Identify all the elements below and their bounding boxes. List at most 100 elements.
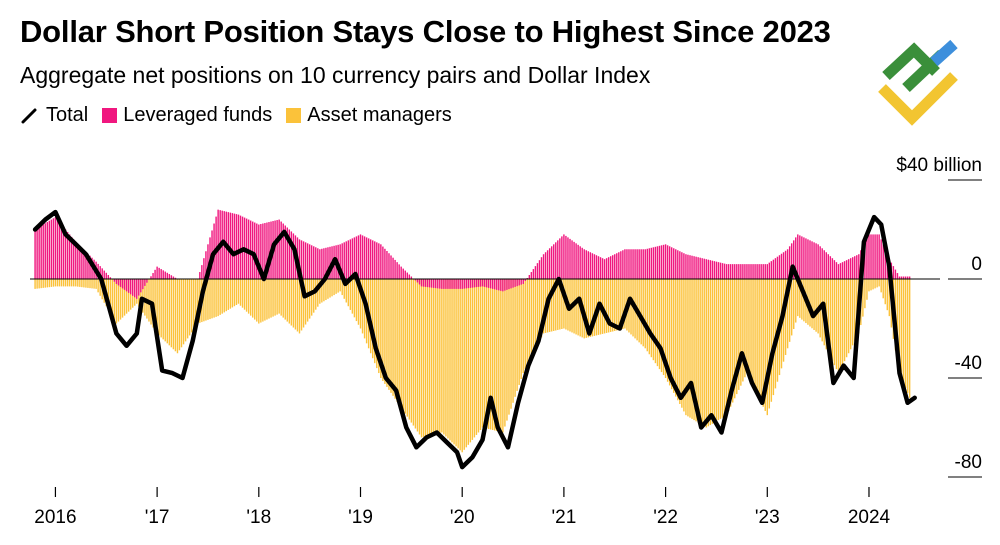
legend-swatch-total	[21, 108, 37, 123]
leveraged-funds-bar	[878, 234, 880, 279]
total-series-line	[32, 209, 917, 470]
leveraged-funds-bar	[276, 220, 278, 279]
asset-managers-bar	[687, 278, 689, 417]
leveraged-funds-bar	[601, 258, 604, 279]
leveraged-funds-bar	[306, 243, 309, 279]
leveraged-funds-bar	[778, 255, 781, 279]
leveraged-funds-bar	[274, 220, 276, 279]
asset-managers-bar	[906, 278, 909, 393]
asset-managers-bar	[404, 278, 406, 414]
leveraged-funds-bar	[384, 248, 386, 279]
leveraged-funds-bar	[363, 236, 366, 279]
asset-managers-bar	[426, 278, 429, 436]
asset-managers-bar	[740, 278, 742, 386]
asset-managers-bar	[127, 278, 130, 312]
asset-managers-bar	[538, 278, 541, 342]
leveraged-funds-bar	[66, 231, 69, 279]
asset-managers-bar	[790, 278, 793, 336]
leveraged-funds-bar	[498, 278, 500, 291]
leveraged-funds-bar	[727, 264, 730, 279]
asset-managers-bar	[898, 278, 901, 374]
asset-managers-bar	[337, 278, 339, 293]
asset-managers-bar	[313, 278, 315, 313]
leveraged-funds-bar	[900, 276, 903, 279]
asset-managers-bar	[75, 278, 77, 287]
asset-managers-bar	[278, 278, 280, 314]
leveraged-funds-bar	[394, 259, 396, 279]
leveraged-funds-bar	[380, 244, 382, 279]
leveraged-funds-bar	[788, 246, 791, 279]
leveraged-funds-bar	[770, 261, 773, 279]
asset-managers-bar	[252, 278, 254, 318]
leveraged-funds-bar	[313, 246, 315, 279]
asset-managers-bar	[715, 278, 718, 422]
leveraged-funds-bar	[152, 273, 154, 279]
asset-managers-bar	[241, 278, 244, 308]
asset-managers-bar	[518, 278, 520, 385]
leveraged-funds-bar	[115, 278, 118, 284]
leveraged-funds-bar	[107, 275, 110, 279]
asset-managers-bar	[607, 278, 610, 333]
asset-managers-bar	[502, 278, 504, 433]
asset-managers-bar	[609, 278, 612, 332]
leveraged-funds-bar	[50, 219, 53, 279]
asset-managers-bar	[904, 278, 907, 388]
asset-managers-bar	[315, 278, 317, 310]
asset-managers-bar	[862, 278, 864, 317]
leveraged-funds-bar	[697, 257, 699, 279]
leveraged-funds-bar	[132, 278, 134, 296]
asset-managers-bar	[392, 278, 394, 396]
x-axis: 2016 '17 '18 '19 '20 '21 '22 '23 2024	[34, 487, 891, 528]
leveraged-funds-bar	[492, 278, 494, 289]
leveraged-funds-bar	[845, 260, 848, 279]
asset-managers-bar	[699, 278, 701, 424]
asset-managers-bar	[685, 278, 687, 416]
asset-managers-bar	[437, 278, 439, 434]
asset-managers-bar	[268, 278, 270, 319]
leveraged-funds-bar	[339, 244, 341, 279]
asset-managers-bar	[166, 278, 168, 344]
x-tick-label: '18	[246, 507, 271, 528]
leveraged-funds-bar	[823, 250, 825, 279]
chart-subtitle: Aggregate net positions on 10 currency p…	[20, 62, 651, 88]
asset-managers-bar	[233, 278, 236, 307]
asset-managers-bar	[451, 278, 453, 443]
leveraged-funds-bar	[258, 224, 260, 279]
leveraged-funds-bar	[550, 246, 553, 279]
leveraged-funds-bar	[325, 247, 327, 279]
asset-managers-bar	[793, 278, 795, 329]
leveraged-funds-bar	[105, 272, 107, 279]
leveraged-funds-bar	[866, 238, 868, 279]
leveraged-funds-bar	[880, 239, 882, 279]
asset-managers-bar	[38, 278, 40, 289]
leveraged-funds-bar	[365, 237, 368, 279]
asset-managers-bar	[459, 278, 461, 451]
leveraged-funds-bar	[83, 249, 85, 279]
asset-managers-bar	[449, 278, 451, 441]
asset-managers-bar	[831, 278, 834, 362]
legend-item-asset: Asset managers	[286, 104, 452, 127]
asset-managers-bar	[428, 278, 431, 436]
leveraged-funds-bar	[70, 236, 73, 279]
asset-managers-bar	[675, 278, 677, 397]
asset-managers-bar	[648, 278, 651, 355]
asset-managers-bar	[339, 278, 341, 292]
asset-managers-bar	[174, 278, 177, 352]
leveraged-funds-bar	[357, 235, 360, 279]
leveraged-funds-bar	[754, 264, 756, 279]
asset-managers-bar	[664, 278, 667, 379]
leveraged-funds-bar	[646, 248, 648, 279]
asset-managers-bar	[803, 278, 805, 322]
leveraged-funds-bar	[347, 240, 350, 279]
leveraged-funds-bar	[599, 257, 602, 279]
leveraged-funds-bar	[81, 247, 83, 279]
asset-managers-bar	[622, 278, 624, 329]
asset-managers-bar	[587, 278, 590, 338]
leveraged-funds-bar	[703, 258, 705, 279]
leveraged-funds-bar	[555, 242, 557, 279]
asset-managers-bar	[457, 278, 459, 449]
leveraged-funds-bar	[459, 278, 461, 289]
leveraged-funds-bar	[784, 250, 787, 279]
leveraged-funds-bar	[668, 246, 671, 279]
legend-swatch-asset	[286, 108, 302, 123]
